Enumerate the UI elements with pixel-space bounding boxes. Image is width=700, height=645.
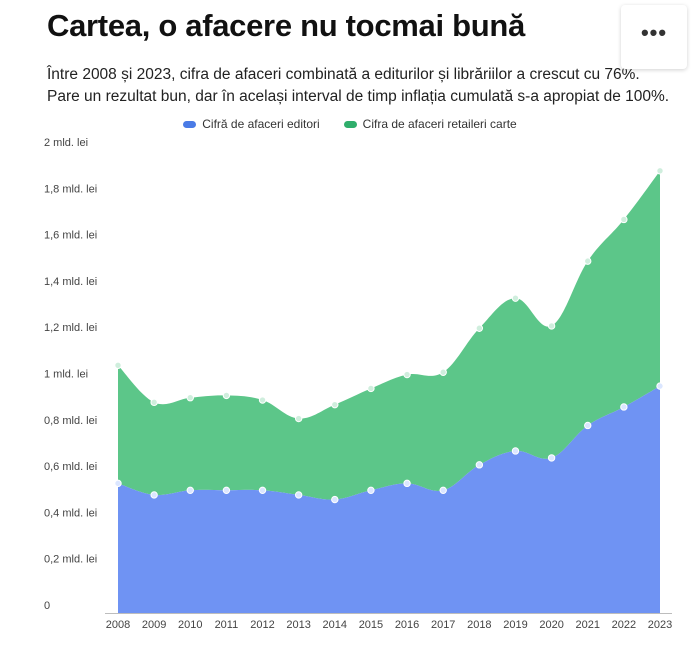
point-publishers-2020 [547,454,556,462]
legend-item-publishers[interactable]: Cifră de afaceri editori [183,117,320,131]
point-retailers-2010 [186,394,194,402]
point-publishers-2018 [475,461,484,469]
y-tick-label: 0,2 mld. lei [44,554,97,566]
point-retailers-2014 [331,400,339,409]
x-tick-label-2011: 2011 [215,619,239,631]
area-retailers [118,170,660,500]
y-tick-label: 0,8 mld. lei [44,415,97,427]
point-publishers-2019 [511,447,520,455]
point-retailers-2013 [294,414,303,423]
point-retailers-2018 [475,324,484,332]
y-tick-label: 2 mld. lei [44,137,88,149]
y-tick-label: 1,4 mld. lei [44,276,97,288]
point-retailers-2015 [367,384,375,393]
x-tick-label-2022: 2022 [612,619,636,631]
x-tick-label-2012: 2012 [250,619,274,631]
chart-legend: Cifră de afaceri editori Cifra de afacer… [0,117,700,131]
point-publishers-2011 [222,486,231,495]
x-tick-label-2009: 2009 [142,619,166,631]
point-retailers-2016 [403,370,411,379]
legend-item-retailers[interactable]: Cifra de afaceri retaileri carte [343,117,517,131]
point-publishers-2017 [439,486,447,495]
point-retailers-2021 [584,257,592,265]
point-retailers-2020 [547,322,556,330]
y-tick-label: 0,6 mld. lei [44,461,97,473]
x-tick-label-2020: 2020 [539,619,563,631]
point-publishers-2008 [114,479,122,488]
x-tick-label-2013: 2013 [286,619,310,631]
x-tick-label-2008: 2008 [106,619,130,631]
point-publishers-2009 [150,491,158,499]
chart-title: Cartea, o afacere nu tocmai bună [47,8,525,43]
more-options-button[interactable]: ••• [621,5,687,69]
y-tick-label: 0 [44,600,50,612]
point-publishers-2016 [403,479,411,488]
point-retailers-2012 [258,396,267,404]
legend-swatch-retailers [343,120,357,128]
point-publishers-2021 [584,421,592,430]
x-tick-label-2023: 2023 [648,619,672,631]
chart-subtitle: Între 2008 și 2023, cifra de afaceri com… [47,66,670,105]
point-publishers-2015 [367,486,375,495]
point-publishers-2014 [331,495,339,504]
point-retailers-2023 [656,167,664,175]
y-tick-label: 1,8 mld. lei [44,183,97,195]
point-retailers-2022 [620,215,628,224]
x-tick-label-2017: 2017 [431,619,455,631]
point-publishers-2022 [620,403,628,411]
point-retailers-2017 [439,368,447,376]
point-publishers-2010 [186,486,194,495]
point-publishers-2023 [656,382,664,390]
legend-label-publishers: Cifră de afaceri editori [202,117,320,131]
x-tick-label-2019: 2019 [503,619,527,631]
x-tick-label-2016: 2016 [395,619,419,631]
point-publishers-2013 [294,491,303,499]
y-tick-label: 1,2 mld. lei [44,322,97,334]
point-retailers-2009 [150,398,158,407]
x-tick-label-2021: 2021 [575,619,599,631]
x-tick-label-2010: 2010 [178,619,202,631]
point-retailers-2011 [222,391,231,400]
y-tick-label: 1 mld. lei [44,369,88,381]
x-tick-label-2015: 2015 [359,619,383,631]
area-publishers [118,386,660,613]
y-tick-label: 1,6 mld. lei [44,230,97,242]
point-retailers-2008 [114,361,122,369]
x-tick-label-2014: 2014 [323,619,347,631]
y-tick-label: 0,4 mld. lei [44,507,97,519]
point-publishers-2012 [258,486,267,495]
legend-swatch-publishers [183,120,197,128]
point-retailers-2019 [511,294,520,302]
x-tick-label-2018: 2018 [467,619,491,631]
legend-label-retailers: Cifra de afaceri retaileri carte [362,117,517,131]
more-horizontal-icon: ••• [640,20,668,45]
